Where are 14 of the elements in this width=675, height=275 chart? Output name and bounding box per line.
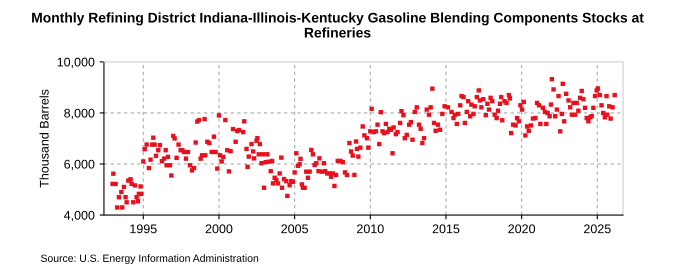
chart-title: Monthly Refining District Indiana-Illinois-Kentucky Gasoline Blending Components Stocks at Refineries <box>32 12 644 38</box>
y-tick-label: 10,000 <box>58 58 94 68</box>
source-note: Source: U.S. Energy Information Administration <box>40 254 258 264</box>
y-tick-label: 6,000 <box>64 160 94 170</box>
y-tick-label: 8,000 <box>64 108 94 120</box>
y-tick-label: 4,000 <box>64 210 94 222</box>
x-tick-label: 2010 <box>357 224 384 234</box>
y-axis-title: Thousand Barrels <box>39 90 49 188</box>
x-tick-label: 2025 <box>584 224 611 234</box>
x-tick-label: 2015 <box>432 224 460 234</box>
x-tick-label: 2005 <box>281 224 308 234</box>
x-tick-label: 2000 <box>206 224 232 234</box>
x-tick-label: 2020 <box>508 224 536 234</box>
x-tick-label: 1995 <box>130 224 157 234</box>
